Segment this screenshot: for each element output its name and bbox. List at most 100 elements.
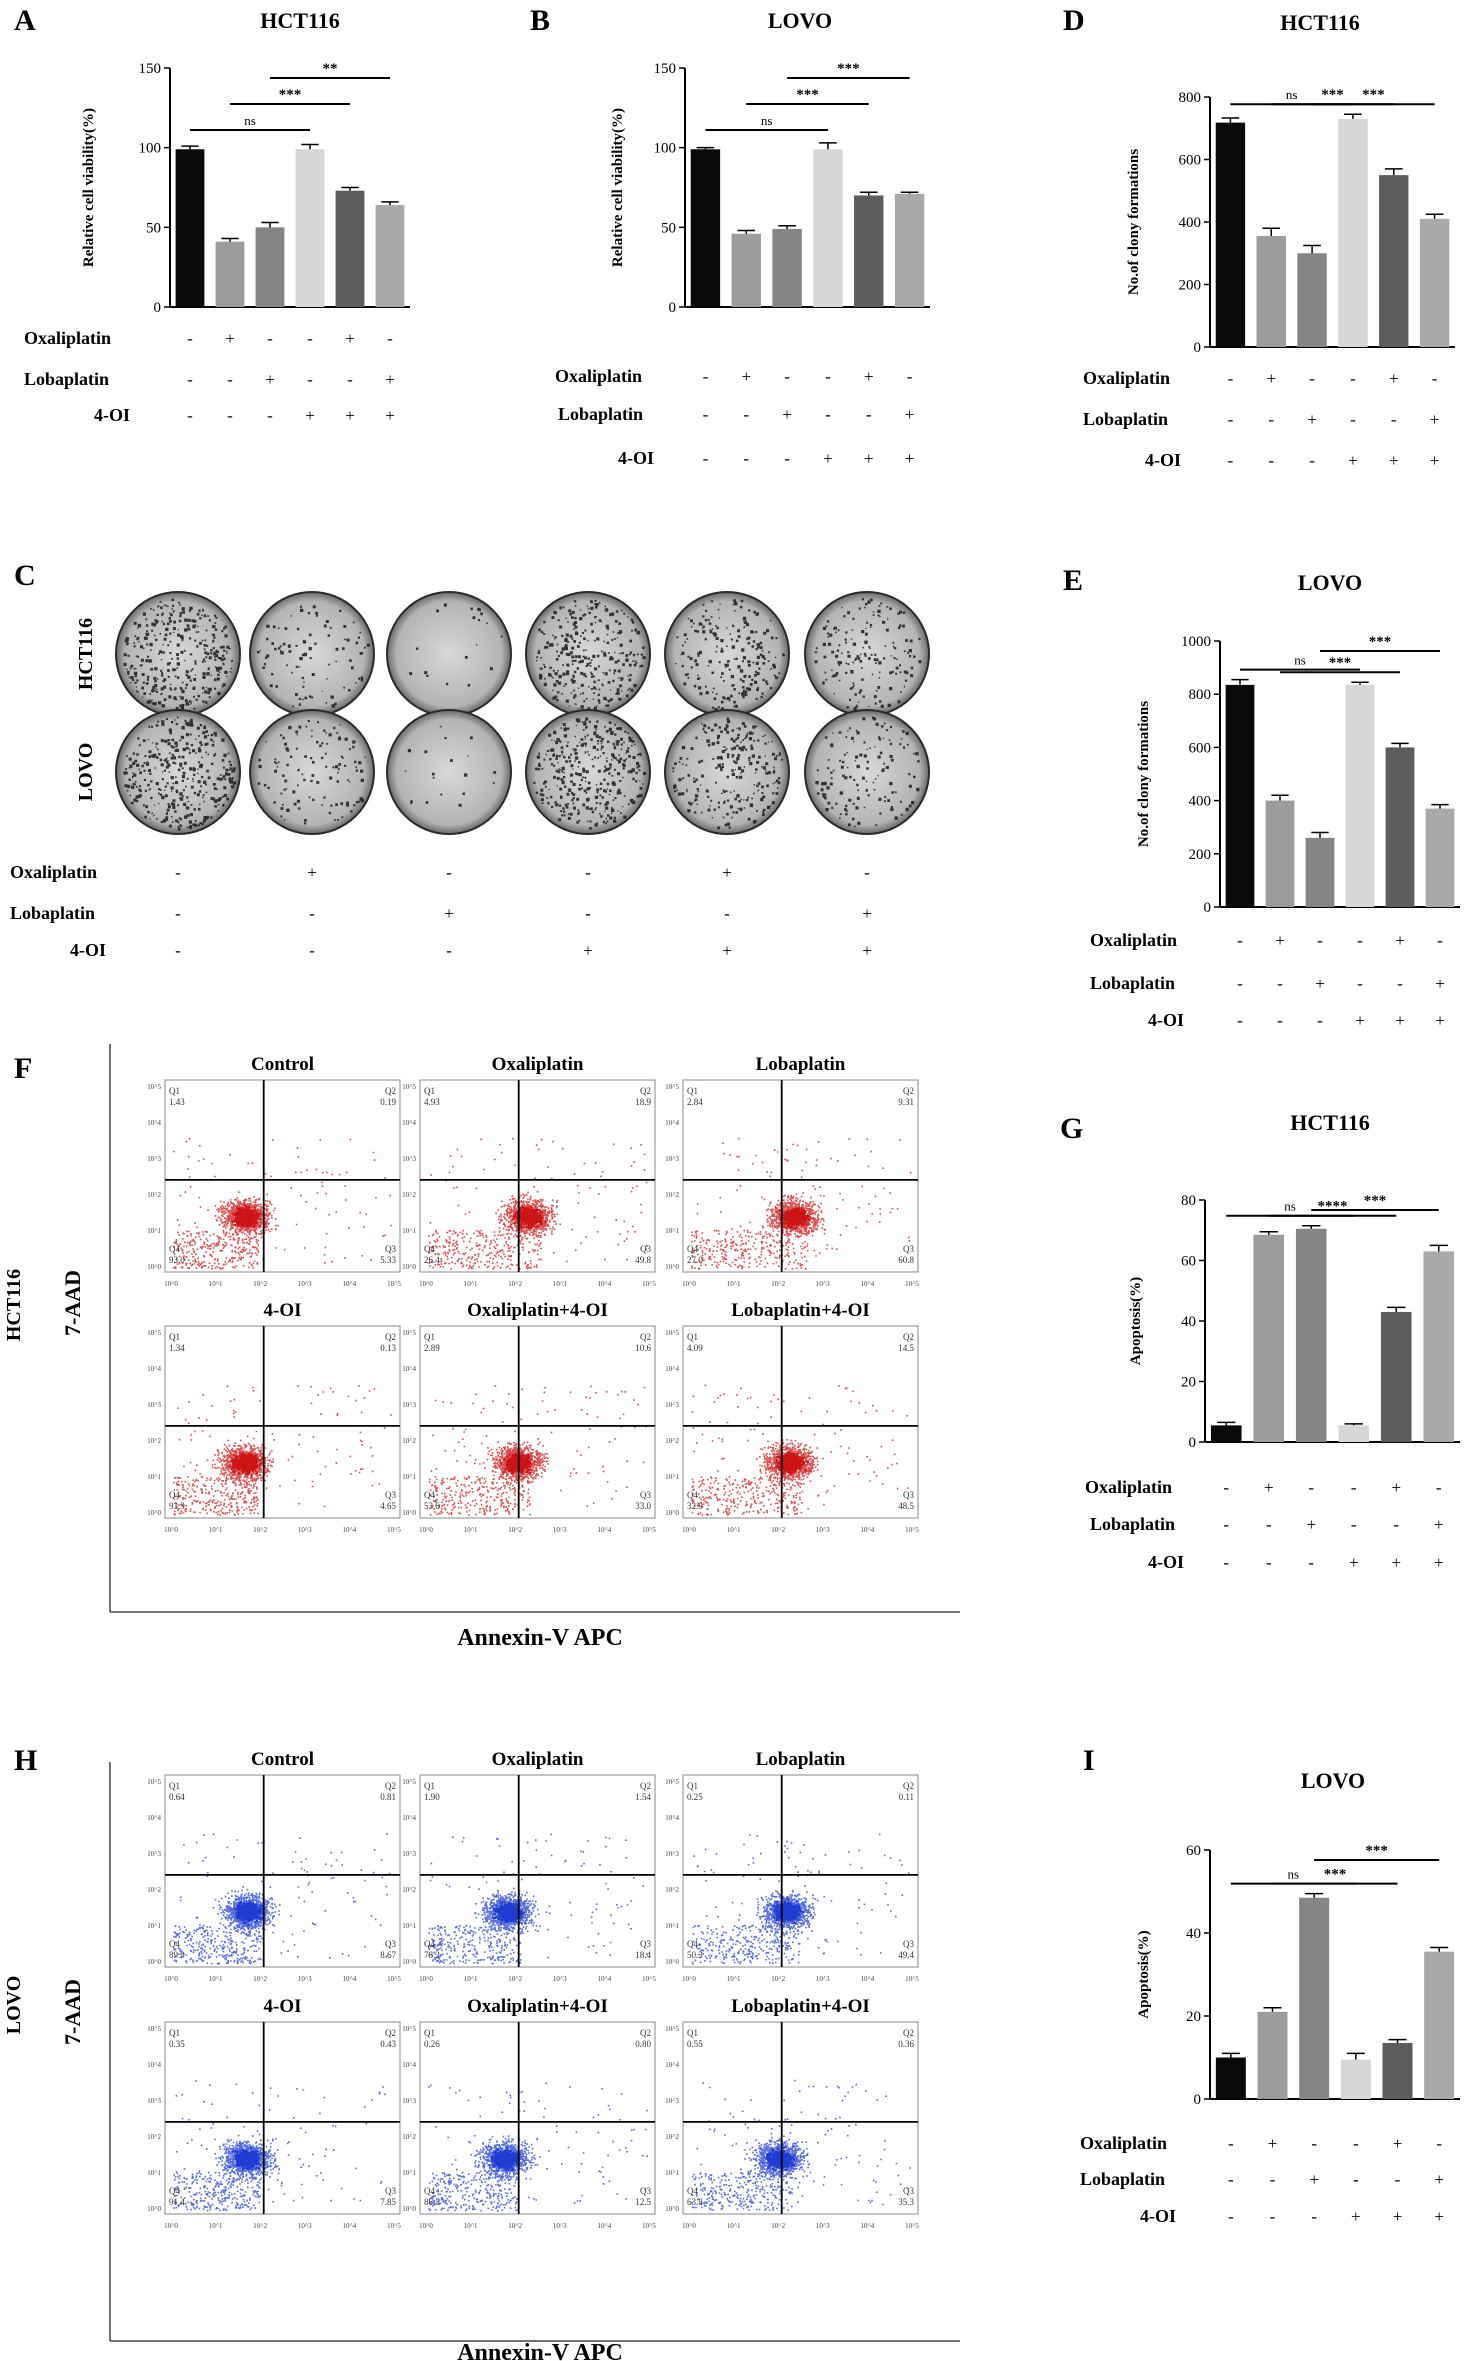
x-tick-label: 10^5	[642, 1280, 656, 1288]
treatment-sign: +	[1393, 2207, 1403, 2226]
flow-plot-frame	[419, 1774, 656, 1968]
colony-plate	[115, 591, 241, 717]
x-tick-label: 10^3	[298, 1280, 312, 1288]
x-tick-label: 10^5	[387, 1280, 401, 1288]
bar-chart-a: HCT116 Relative cell viability(%) 0 50 100 15…	[24, 8, 410, 425]
quadrant-name: Q3	[385, 2186, 396, 2196]
y-tick-label: 10^4	[147, 2061, 161, 2069]
x-tick-label: 10^3	[816, 1975, 830, 1983]
quadrant-value: 0.64	[169, 1792, 185, 1802]
y-tick-label: 10^2	[665, 1886, 679, 1894]
bar	[335, 190, 365, 307]
y-tick-label: 100	[139, 141, 162, 157]
y-tick-label: 20	[1186, 2009, 1201, 2025]
cell-line-label: LOVO	[3, 1976, 25, 2035]
colony-dots	[533, 717, 646, 830]
x-tick-label: 10^5	[905, 1526, 919, 1534]
treatment-label-oxaliplatin: Oxaliplatin	[24, 328, 111, 348]
quadrant-value: 93.0	[169, 1255, 185, 1265]
flow-plot-frame	[164, 1079, 401, 1273]
colony-dots	[814, 598, 922, 713]
treatment-sign: -	[743, 405, 749, 424]
bar	[1299, 1897, 1330, 2099]
quadrant-name: Q4	[687, 1490, 698, 1500]
y-tick-label: 50	[661, 220, 676, 236]
quadrant-name: Q1	[687, 1086, 698, 1096]
quadrant-value: 35.3	[898, 2197, 914, 2207]
x-tick-label: 10^3	[298, 2222, 312, 2230]
y-tick-label: 10^4	[665, 2061, 679, 2069]
quadrant-value: 63.8	[687, 2197, 703, 2207]
quadrant-value: 1.34	[169, 1343, 185, 1353]
significance-label: ***	[1365, 1843, 1388, 1859]
y-tick-label: 20	[1181, 1375, 1196, 1391]
flow-events	[428, 1833, 648, 1965]
bar	[1215, 122, 1246, 347]
y-tick-label: 10^1	[402, 1227, 416, 1235]
y-tick-label: 10^5	[147, 1329, 161, 1337]
treatment-sign: +	[1434, 1515, 1444, 1534]
treatment-sign: -	[866, 405, 872, 424]
quadrant-name: Q1	[424, 1332, 435, 1342]
plate-row-label: HCT116	[75, 618, 97, 690]
x-tick-label: 10^0	[682, 1526, 696, 1534]
significance-label: ns	[1284, 1199, 1296, 1214]
quadrant-name: Q1	[169, 1781, 180, 1791]
quadrant-name: Q2	[640, 2028, 651, 2038]
flow-events-core	[499, 1451, 536, 1475]
x-tick-label: 10^1	[727, 2222, 741, 2230]
quadrant-value: 26.4	[424, 1255, 440, 1265]
flow-plot-title: Control	[251, 1749, 314, 1770]
treatment-label-lobaplatin: Lobaplatin	[24, 369, 109, 389]
flow-plot-frame	[682, 1774, 919, 1968]
cell-line-label: HCT116	[3, 1269, 25, 1341]
bar	[1305, 837, 1335, 907]
colony-plate	[386, 591, 512, 717]
treatment-sign: -	[1436, 2134, 1442, 2153]
flow-events-core	[229, 2147, 262, 2172]
quadrant-name: Q3	[640, 2186, 651, 2196]
quadrant-value: 8.67	[380, 1950, 396, 1960]
quadrant-value: 12.5	[635, 2197, 651, 2207]
quadrant-value: 10.6	[635, 1343, 651, 1353]
treatment-sign: -	[1237, 931, 1243, 950]
treatment-sign: -	[1395, 2170, 1401, 2189]
y-tick-label: 10^1	[665, 1473, 679, 1481]
bar	[1338, 118, 1368, 347]
y-tick-label: 0	[1194, 2092, 1202, 2108]
y-tick-label: 80	[1181, 1193, 1196, 1209]
treatment-label-four-oi: 4-OI	[94, 405, 130, 425]
treatment-label-lobaplatin: Lobaplatin	[1090, 973, 1175, 993]
treatment-sign: -	[1277, 1011, 1283, 1030]
quadrant-value: 50.3	[687, 1950, 703, 1960]
bar	[1215, 2057, 1246, 2099]
treatment-sign: -	[1268, 451, 1274, 470]
treatment-label-lobaplatin: Lobaplatin	[1080, 2169, 1165, 2189]
y-tick-label: 10^3	[402, 2097, 416, 2105]
treatment-sign: +	[1435, 974, 1445, 993]
x-tick-label: 10^0	[164, 1526, 178, 1534]
treatment-sign: -	[227, 370, 233, 389]
treatment-label-lobaplatin: Lobaplatin	[1090, 1514, 1175, 1534]
quadrant-value: 0.26	[424, 2039, 440, 2049]
quadrant-value: 49.8	[635, 1255, 651, 1265]
bar	[175, 149, 205, 307]
y-tick-label: 10^1	[665, 1922, 679, 1930]
x-axis-label: Annexin-V APC	[457, 2340, 623, 2361]
treatment-sign: -	[1353, 2170, 1359, 2189]
quadrant-name: Q1	[424, 2028, 435, 2038]
x-tick-label: 10^5	[905, 2222, 919, 2230]
treatment-sign: +	[864, 367, 874, 386]
flow-plot-frame	[682, 2021, 919, 2215]
y-tick-label: 10^4	[402, 2061, 416, 2069]
quadrant-name: Q3	[640, 1490, 651, 1500]
treatment-sign: -	[1228, 369, 1234, 388]
plate-row-label: LOVO	[75, 743, 97, 802]
treatment-sign: -	[309, 941, 315, 960]
x-tick-label: 10^5	[905, 1975, 919, 1983]
quadrant-value: 0.55	[687, 2039, 703, 2049]
x-tick-label: 10^0	[419, 1975, 433, 1983]
